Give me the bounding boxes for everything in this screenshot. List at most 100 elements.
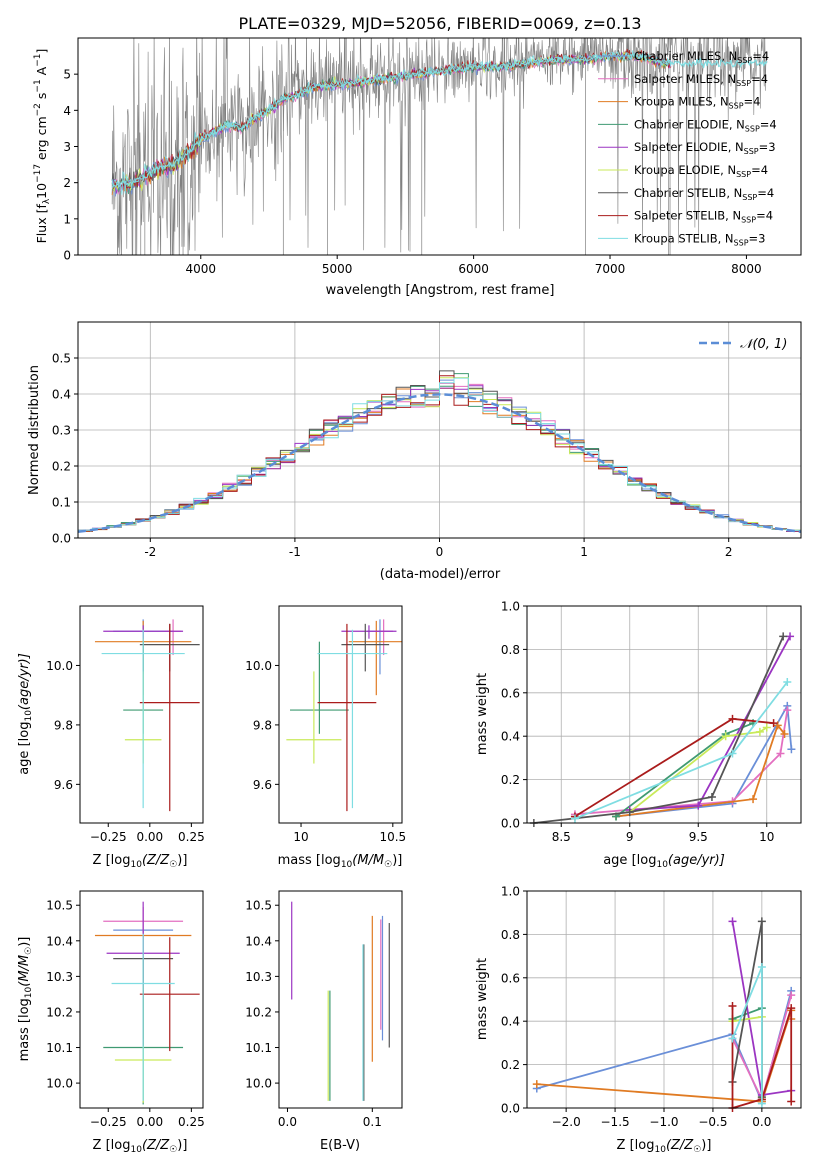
data-marker [694,801,703,810]
data-marker [728,1034,737,1043]
x-tick-label: −1.5 [601,1115,630,1129]
x-tick-label: 0.0 [278,1115,297,1129]
y-tick-label: 1 [63,212,71,226]
data-marker [625,808,634,817]
axes-frame [79,605,204,824]
age-vs-metallicity-panel: −0.25 0.00 0.25 9.6 9.8 10.0 [46,605,205,844]
y-tick-label: 10.4 [46,934,73,948]
x-tick-label: 9 [626,830,634,844]
data-marker [787,1004,796,1013]
data-marker [773,721,782,730]
legend-label: Kroupa MILES, NSSP=4 [634,95,760,111]
y-tick-label: 5 [63,68,71,82]
y-tick-label: 10.0 [46,659,73,673]
x-tick-label: −1.0 [649,1115,678,1129]
legend-label: Chabrier ELODIE, NSSP=4 [634,117,777,133]
p5-y-label: mass weight [475,673,490,755]
histogram-y-label: Normed distribution [27,365,42,495]
gaussian-curve [78,393,801,533]
y-tick-label: 9.6 [253,778,272,792]
p4-x-label: mass [log10(M/M☉)] [278,853,403,870]
x-tick-label: 0.00 [136,1115,163,1129]
y-tick-label: 10.2 [245,1005,272,1019]
mass-weight-vs-metallicity-panel: −2.0 −1.5 −1.0 −0.5 0.0 0.0 0.2 0.4 0.6 0.8 1.0 [501,885,802,1129]
x-tick-label: −2.0 [552,1115,581,1129]
p6-y-label: mass [log10(M/M☉)] [17,937,34,1062]
p7-x-label: E(B-V) [320,1138,360,1153]
data-marker [783,677,792,686]
y-tick-label: 0.2 [52,460,71,474]
y-tick-label: 2 [63,176,71,190]
data-marker [787,745,796,754]
y-tick-label: 0.6 [501,686,520,700]
legend-label: Kroupa ELODIE, NSSP=4 [634,163,768,179]
series-line [533,636,785,824]
figure-title: PLATE=0329, MJD=52056, FIBERID=0069, z=0… [238,14,641,33]
legend-label: Kroupa STELIB, NSSP=3 [634,231,765,247]
x-tick-label: 0.0 [752,1115,771,1129]
spectrum-panel: 4000 5000 6000 7000 8000 0 1 2 3 4 5 Chabrier MILE… [63,37,802,276]
y-tick-label: 0.1 [52,496,71,510]
x-tick-label: 4000 [186,262,217,276]
x-tick-label: 2 [725,545,733,559]
x-tick-label: 0.00 [136,830,163,844]
data-marker [779,632,788,641]
data-marker [787,1097,796,1106]
mass-weight-vs-age-panel: 8.5 9 9.5 10 0.0 0.2 0.4 0.6 0.8 1.0 [501,600,802,844]
series-line [615,723,786,818]
data-marker [728,1002,737,1011]
series-line [629,726,768,813]
y-tick-label: 10.4 [245,934,272,948]
data-marker [786,632,795,641]
y-tick-label: 1.0 [501,885,520,899]
x-tick-label: -1 [289,545,301,559]
legend-label: Salpeter MILES, NSSP=4 [634,72,768,88]
p8-y-label: mass weight [475,958,490,1040]
data-marker [757,917,766,926]
data-marker [776,749,785,758]
mass-vs-metallicity-panel: −0.25 0.00 0.25 10.0 10.1 10.2 10.3 10.4 10.5 [46,890,205,1129]
x-tick-label: 10.5 [379,830,406,844]
x-tick-label: 8.5 [552,830,571,844]
y-tick-label: 10.5 [245,899,272,913]
y-tick-label: 0.8 [501,928,520,942]
axes-frame [278,605,403,824]
x-tick-label: 6000 [458,262,489,276]
spectrum-legend: Chabrier MILES, NSSP=4 Salpeter MILES, NS… [598,49,777,247]
y-tick-label: 4 [63,104,71,118]
histogram-x-label: (data-model)/error [380,567,501,582]
y-tick-label: 10.1 [46,1041,73,1055]
x-tick-label: 10 [293,830,308,844]
data-marker [757,962,766,971]
data-marker [755,727,764,736]
p3-y-label: age [log10(age/yr)] [17,653,34,775]
y-tick-label: 10.0 [46,1077,73,1091]
data-marker [783,706,792,715]
y-tick-label: 0.5 [52,352,71,366]
model-fit-line [111,50,672,195]
y-tick-label: 10.1 [245,1041,272,1055]
y-tick-label: 0.0 [501,817,520,831]
data-marker [728,714,737,723]
p5-x-label: age [log10(age/yr)] [603,853,725,870]
x-tick-label: 9.5 [689,830,708,844]
data-marker [757,1099,766,1108]
legend-label: Salpeter STELIB, NSSP=4 [634,209,773,225]
residual-histogram [78,375,801,534]
y-tick-label: 0.4 [52,388,71,402]
p8-x-label: Z [log10(Z/Z☉)] [617,1138,712,1155]
y-tick-label: 0.4 [501,730,520,744]
spectrum-y-label: Flux [fλ10−17 erg cm−2 s−1 A−1] [33,49,52,244]
data-marker [532,1080,541,1089]
data-marker [707,792,716,801]
y-tick-label: 0.2 [501,1058,520,1072]
axes-frame [526,605,802,824]
y-tick-label: 0.3 [52,424,71,438]
axes-frame [79,890,204,1109]
y-tick-label: 10.0 [245,1077,272,1091]
legend-label: Chabrier MILES, NSSP=4 [634,49,769,65]
data-marker [780,730,789,739]
y-tick-label: 0.8 [501,643,520,657]
y-tick-label: 0.6 [501,971,520,985]
